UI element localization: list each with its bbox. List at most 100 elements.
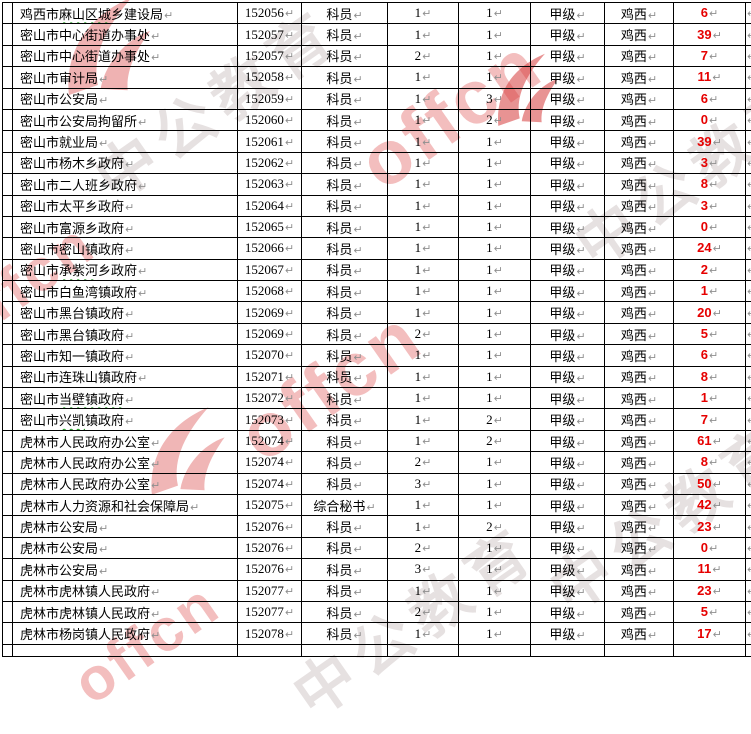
line-break-mark: ↵: [422, 435, 431, 448]
department-cell: 虎林市杨岗镇人民政府↵: [13, 623, 238, 644]
line-break-mark: ↵: [747, 585, 751, 598]
department-cell: 虎林市公安局↵: [13, 516, 238, 537]
cut-cell-right: ↵: [746, 537, 751, 558]
line-break-mark: ↵: [747, 542, 751, 555]
cut-cell-left: [3, 174, 13, 195]
department-cell: 虎林市虎林镇人民政府↵: [13, 580, 238, 601]
line-break-mark: ↵: [648, 608, 657, 621]
cut-cell-left: [3, 3, 13, 24]
line-break-mark: ↵: [747, 414, 751, 427]
table-row: 虎林市公安局↵ 152076↵ 科员↵ 1↵ 2↵ 甲级↵ 鸡西↵ 23↵ ↵: [3, 516, 751, 537]
cut-cell-left: [3, 452, 13, 473]
level-cell: 甲级↵: [531, 580, 605, 601]
number-cell-1: 1↵: [388, 409, 459, 430]
position-code-cell: 152059↵: [238, 88, 302, 109]
line-break-mark: ↵: [285, 264, 294, 277]
line-break-mark: ↵: [713, 435, 722, 448]
line-break-mark: ↵: [576, 415, 585, 428]
applicant-count-cell: 8↵: [674, 366, 746, 387]
position-title-cell: 科员↵: [302, 216, 388, 237]
number-cell-1: 1↵: [388, 281, 459, 302]
empty-cell: [459, 644, 531, 656]
department-cell: 虎林市公安局↵: [13, 559, 238, 580]
level-cell: 甲级↵: [531, 109, 605, 130]
level-cell: 甲级↵: [531, 388, 605, 409]
applicant-count-cell: 17↵: [674, 623, 746, 644]
line-break-mark: ↵: [125, 201, 134, 214]
line-break-mark: ↵: [494, 93, 503, 106]
line-break-mark: ↵: [648, 501, 657, 514]
line-break-mark: ↵: [494, 242, 503, 255]
table-row: 密山市白鱼湾镇政府↵ 152068↵ 科员↵ 1↵ 1↵ 甲级↵ 鸡西↵ 1↵ …: [3, 281, 751, 302]
number-cell-2: 1↵: [459, 388, 531, 409]
line-break-mark: ↵: [747, 7, 751, 20]
number-cell-2: 2↵: [459, 409, 531, 430]
line-break-mark: ↵: [285, 499, 294, 512]
cut-cell-right: ↵: [746, 259, 751, 280]
number-cell-2: 1↵: [459, 601, 531, 622]
number-cell-2: 1↵: [459, 473, 531, 494]
table-row: 密山市连珠山镇政府↵ 152071↵ 科员↵ 1↵ 1↵ 甲级↵ 鸡西↵ 8↵ …: [3, 366, 751, 387]
line-break-mark: ↵: [353, 9, 362, 22]
line-break-mark: ↵: [576, 73, 585, 86]
line-break-mark: ↵: [422, 114, 431, 127]
line-break-mark: ↵: [422, 499, 431, 512]
line-break-mark: ↵: [494, 136, 503, 149]
line-break-mark: ↵: [747, 606, 751, 619]
line-break-mark: ↵: [648, 137, 657, 150]
number-cell-1: 1↵: [388, 366, 459, 387]
spellcheck-underline: 承紫河: [59, 263, 98, 278]
line-break-mark: ↵: [576, 137, 585, 150]
applicant-count-cell: 39↵: [674, 131, 746, 152]
applicant-count-cell: 1↵: [674, 281, 746, 302]
line-break-mark: ↵: [285, 178, 294, 191]
number-cell-2: 1↵: [459, 366, 531, 387]
cut-cell-right: ↵: [746, 24, 751, 45]
line-break-mark: ↵: [648, 543, 657, 556]
line-break-mark: ↵: [648, 629, 657, 642]
line-break-mark: ↵: [576, 543, 585, 556]
line-break-mark: ↵: [353, 223, 362, 236]
line-break-mark: ↵: [353, 180, 362, 193]
line-break-mark: ↵: [285, 585, 294, 598]
table-row: 密山市黑台镇政府↵ 152069↵ 科员↵ 2↵ 1↵ 甲级↵ 鸡西↵ 5↵ ↵: [3, 323, 751, 344]
line-break-mark: ↵: [648, 180, 657, 193]
level-cell: 甲级↵: [531, 430, 605, 451]
level-cell: 甲级↵: [531, 88, 605, 109]
line-break-mark: ↵: [576, 501, 585, 514]
line-break-mark: ↵: [422, 328, 431, 341]
position-title-cell: 科员↵: [302, 409, 388, 430]
cut-cell-left: [3, 131, 13, 152]
line-break-mark: ↵: [747, 242, 751, 255]
line-break-mark: ↵: [353, 458, 362, 471]
line-break-mark: ↵: [422, 456, 431, 469]
line-break-mark: ↵: [576, 586, 585, 599]
level-cell: 甲级↵: [531, 452, 605, 473]
city-cell: 鸡西↵: [605, 109, 674, 130]
number-cell-2: 1↵: [459, 559, 531, 580]
line-break-mark: ↵: [151, 479, 160, 492]
line-break-mark: ↵: [422, 542, 431, 555]
line-break-mark: ↵: [151, 51, 160, 64]
table-row: 虎林市虎林镇人民政府↵ 152077↵ 科员↵ 1↵ 1↵ 甲级↵ 鸡西↵ 23…: [3, 580, 751, 601]
level-cell: 甲级↵: [531, 174, 605, 195]
position-title-cell: 科员↵: [302, 388, 388, 409]
position-title-cell: 科员↵: [302, 152, 388, 173]
cut-cell-right: ↵: [746, 195, 751, 216]
line-break-mark: ↵: [138, 372, 147, 385]
cut-cell-right: ↵: [746, 67, 751, 88]
line-break-mark: ↵: [125, 158, 134, 171]
line-break-mark: ↵: [422, 221, 431, 234]
position-title-cell: 科员↵: [302, 366, 388, 387]
line-break-mark: ↵: [138, 265, 147, 278]
line-break-mark: ↵: [422, 371, 431, 384]
line-break-mark: ↵: [422, 392, 431, 405]
position-title-cell: 科员↵: [302, 302, 388, 323]
department-cell: 密山市太平乡政府↵: [13, 195, 238, 216]
cut-cell-right: ↵: [746, 388, 751, 409]
table-row: 密山市富源乡政府↵ 152065↵ 科员↵ 1↵ 1↵ 甲级↵ 鸡西↵ 0↵ ↵: [3, 216, 751, 237]
line-break-mark: ↵: [648, 9, 657, 22]
line-break-mark: ↵: [285, 349, 294, 362]
department-cell: 密山市审计局↵: [13, 67, 238, 88]
line-break-mark: ↵: [285, 136, 294, 149]
